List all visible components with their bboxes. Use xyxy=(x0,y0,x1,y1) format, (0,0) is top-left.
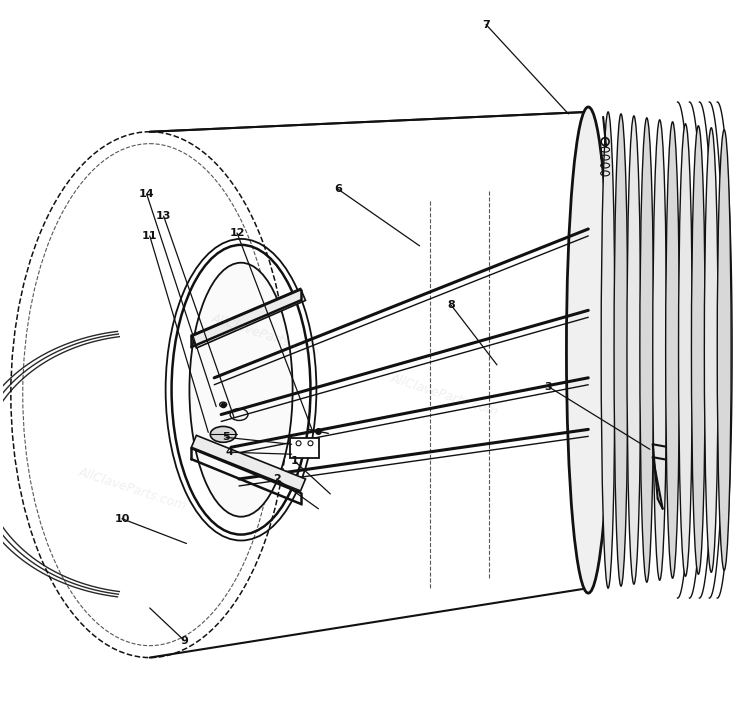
Text: 11: 11 xyxy=(142,231,157,241)
Ellipse shape xyxy=(567,107,610,593)
Text: 6: 6 xyxy=(334,184,342,194)
Ellipse shape xyxy=(717,130,731,570)
Ellipse shape xyxy=(666,122,680,578)
Text: AllClaveParts.com: AllClaveParts.com xyxy=(76,465,187,513)
Ellipse shape xyxy=(210,426,236,442)
Text: 8: 8 xyxy=(447,300,455,311)
Ellipse shape xyxy=(614,114,628,586)
Text: 9: 9 xyxy=(181,635,188,646)
Text: 4: 4 xyxy=(225,447,233,457)
Ellipse shape xyxy=(627,116,641,584)
Text: 2: 2 xyxy=(273,474,280,484)
Text: 5: 5 xyxy=(222,432,230,443)
Text: AllClaveParts.com: AllClaveParts.com xyxy=(210,311,322,359)
Text: 1: 1 xyxy=(291,456,298,466)
Ellipse shape xyxy=(704,128,718,573)
Polygon shape xyxy=(191,436,306,491)
Ellipse shape xyxy=(652,120,666,580)
Ellipse shape xyxy=(220,402,227,407)
Ellipse shape xyxy=(678,124,692,576)
Text: AllClaveParts.com: AllClaveParts.com xyxy=(389,371,500,418)
Text: 7: 7 xyxy=(482,20,490,30)
Polygon shape xyxy=(191,289,306,348)
Text: 3: 3 xyxy=(545,382,552,392)
Text: 12: 12 xyxy=(230,228,245,238)
Text: 10: 10 xyxy=(114,514,130,524)
Ellipse shape xyxy=(190,263,292,517)
Ellipse shape xyxy=(692,126,706,574)
Ellipse shape xyxy=(640,118,654,582)
Text: 13: 13 xyxy=(156,211,171,221)
Ellipse shape xyxy=(601,112,615,588)
FancyBboxPatch shape xyxy=(289,438,320,458)
Text: 14: 14 xyxy=(139,189,154,199)
